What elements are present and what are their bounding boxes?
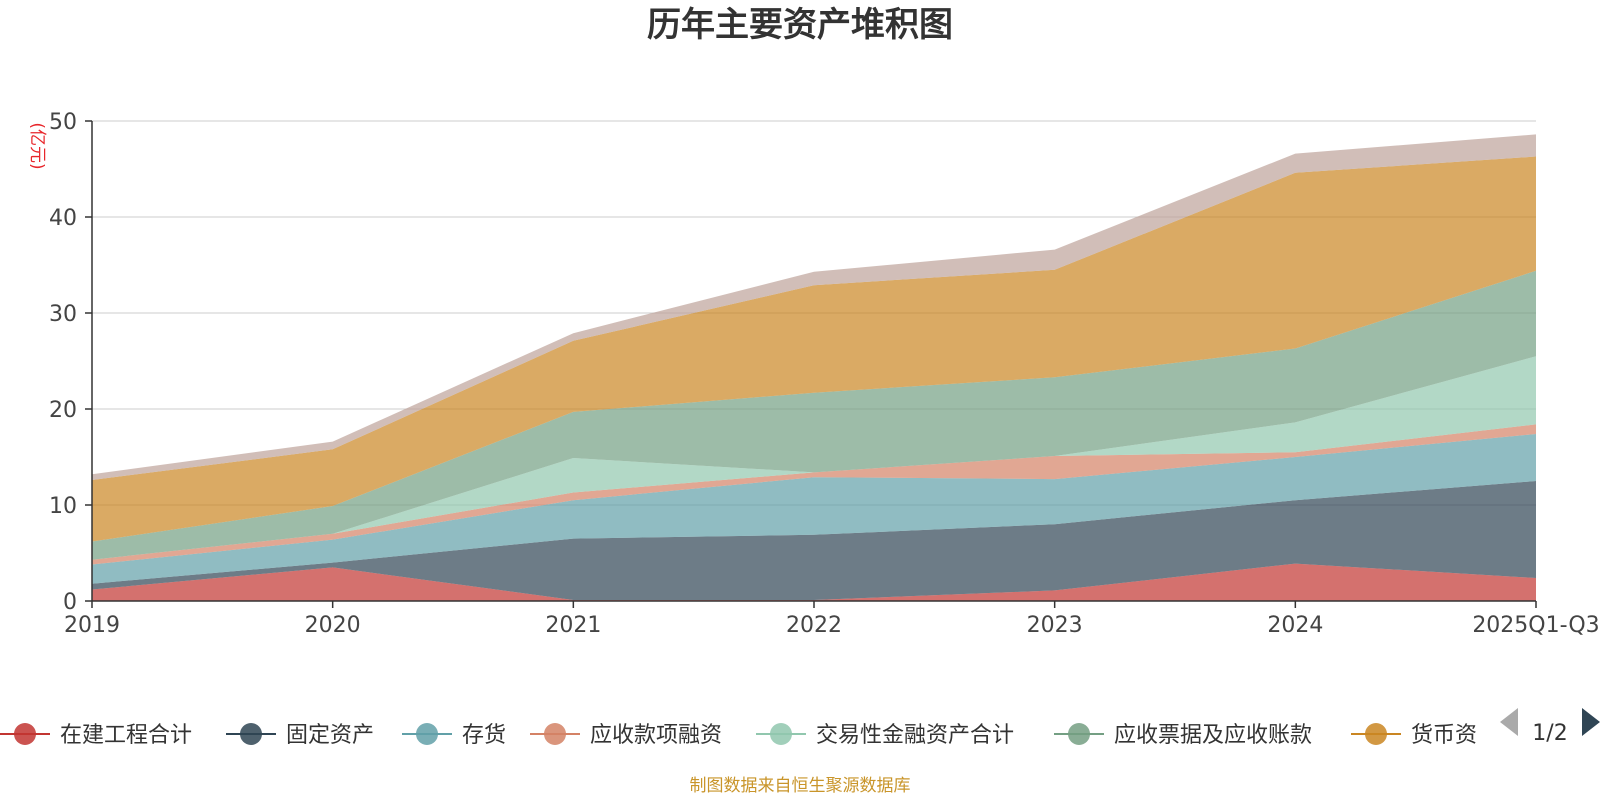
legend-item[interactable]: 在建工程合计 <box>0 723 192 748</box>
y-tick-label: 10 <box>49 494 77 519</box>
x-tick-label: 2020 <box>305 613 361 638</box>
area-应收票据及应收账款[interactable] <box>92 270 1536 560</box>
area-交易性金融资产合计[interactable] <box>92 356 1536 560</box>
area-存货[interactable] <box>92 434 1536 584</box>
axes: 2019 2020 2021 2022 2023 2024 2025Q1-Q3 <box>64 120 1600 638</box>
legend-label: 应收款项融资 <box>590 723 722 748</box>
data-source-footer: 制图数据来自恒生聚源数据库 <box>690 776 911 796</box>
legend-item[interactable]: 应收票据及应收账款 <box>1054 723 1312 748</box>
y-axis-unit: (亿元) <box>27 122 47 169</box>
legend-marker <box>1365 723 1387 745</box>
legend-marker <box>1068 723 1090 745</box>
legend-marker <box>240 723 262 745</box>
legend-label: 在建工程合计 <box>60 723 192 748</box>
legend-item[interactable]: 货币资 <box>1351 723 1477 748</box>
legend-prev-arrow-icon[interactable] <box>1500 708 1518 736</box>
legend-marker <box>544 723 566 745</box>
legend-item[interactable]: 存货 <box>402 723 506 748</box>
legend-item[interactable]: 交易性金融资产合计 <box>756 723 1014 748</box>
legend-marker <box>416 723 438 745</box>
area-货币资金[interactable] <box>92 156 1536 542</box>
y-tick-label: 40 <box>49 206 77 231</box>
legend-next-arrow-icon[interactable] <box>1582 708 1600 736</box>
legend-item[interactable]: 应收款项融资 <box>530 723 722 748</box>
chart-title: 历年主要资产堆积图 <box>647 5 953 45</box>
x-tick-label: 2024 <box>1267 613 1323 638</box>
legend-marker <box>14 723 36 745</box>
legend-label: 存货 <box>462 723 506 748</box>
x-tick-label: 2019 <box>64 613 120 638</box>
area-series <box>92 134 1536 601</box>
area-应收款项融资[interactable] <box>92 424 1536 565</box>
legend-label: 交易性金融资产合计 <box>816 723 1014 748</box>
legend-label: 应收票据及应收账款 <box>1114 723 1312 748</box>
x-tick-label: 2022 <box>786 613 842 638</box>
y-tick-label: 0 <box>63 590 77 615</box>
legend-label: 固定资产 <box>286 723 374 748</box>
y-tick-label: 30 <box>49 302 77 327</box>
area-固定资产[interactable] <box>92 481 1536 600</box>
legend-label: 货币资 <box>1411 723 1477 748</box>
legend-item[interactable]: 固定资产 <box>226 723 374 748</box>
y-tick-label: 50 <box>49 110 77 135</box>
x-tick-label: 2025Q1-Q3 <box>1472 613 1599 638</box>
legend: 在建工程合计 固定资产 存货 应收款项融资 交易性金融资产合计 应收票据及应收账款 货币资 <box>0 723 1477 748</box>
area-在建工程合计[interactable] <box>92 563 1536 601</box>
legend-page-indicator: 1/2 <box>1532 721 1567 746</box>
area-其他[interactable] <box>92 134 1536 480</box>
legend-marker <box>770 723 792 745</box>
y-tick-label: 20 <box>49 398 77 423</box>
x-tick-label: 2023 <box>1027 613 1083 638</box>
legend-pager: 1/2 <box>1500 708 1600 746</box>
x-tick-label: 2021 <box>545 613 601 638</box>
